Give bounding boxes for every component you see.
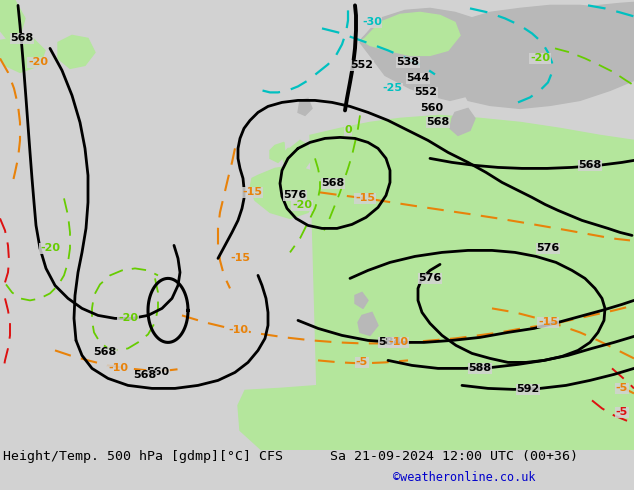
Text: -5: -5 [616,383,628,393]
Text: -15: -15 [230,253,250,264]
Text: 576: 576 [536,244,560,253]
Text: -10: -10 [108,364,128,373]
Text: 0: 0 [344,125,352,135]
Text: -20: -20 [118,314,138,323]
Polygon shape [238,368,634,450]
Polygon shape [282,141,312,172]
Text: -15: -15 [538,318,558,327]
Text: 544: 544 [406,74,430,83]
Text: 576: 576 [418,273,442,283]
Text: -5: -5 [356,357,368,368]
Polygon shape [575,2,634,75]
Text: 588: 588 [469,364,491,373]
Polygon shape [0,35,45,73]
Text: -15: -15 [355,194,375,203]
Text: -20: -20 [28,57,48,68]
Polygon shape [310,116,634,450]
Text: 560: 560 [420,103,444,113]
Text: 560: 560 [146,368,169,377]
Text: -15: -15 [242,187,262,197]
Text: 576: 576 [283,191,307,200]
Text: 552: 552 [415,87,437,98]
Text: 568: 568 [133,370,157,380]
Polygon shape [450,108,475,135]
Text: -5: -5 [616,407,628,417]
Text: 584: 584 [378,338,401,347]
Polygon shape [270,143,285,162]
Text: 568: 568 [10,33,34,44]
Text: 568: 568 [321,178,345,188]
Polygon shape [358,313,378,335]
Text: 568: 568 [427,118,450,127]
Polygon shape [362,12,460,55]
Polygon shape [360,8,505,100]
Polygon shape [460,5,634,108]
Text: ©weatheronline.co.uk: ©weatheronline.co.uk [393,471,536,484]
Text: -20: -20 [40,244,60,253]
Text: 592: 592 [516,384,540,394]
Text: -20: -20 [292,200,312,210]
Text: 552: 552 [351,60,373,71]
Text: -10: -10 [388,338,408,347]
Text: Sa 21-09-2024 12:00 UTC (00+36): Sa 21-09-2024 12:00 UTC (00+36) [330,450,578,463]
Polygon shape [298,98,312,116]
Polygon shape [250,166,320,219]
Text: Height/Temp. 500 hPa [gdmp][°C] CFS: Height/Temp. 500 hPa [gdmp][°C] CFS [3,450,283,463]
Text: 568: 568 [578,160,602,171]
Text: 568: 568 [93,347,117,357]
Polygon shape [0,0,25,40]
Text: -20: -20 [530,53,550,63]
Polygon shape [58,35,95,69]
Text: -10: -10 [228,325,248,335]
Polygon shape [355,293,368,308]
Text: 538: 538 [396,57,420,68]
Text: -25: -25 [382,83,402,94]
Text: -30: -30 [362,18,382,27]
